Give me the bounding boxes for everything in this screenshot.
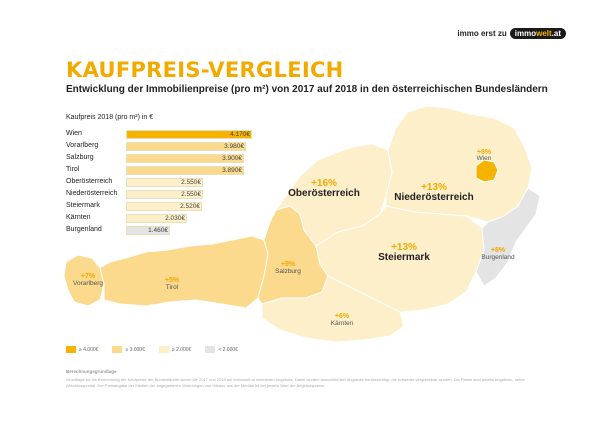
bar-row: Niederösterreich 2.550€ xyxy=(66,189,256,201)
bar-value-label: 3.980€ xyxy=(224,143,244,150)
notes-text: Grundlage für die Berechnung der Kaufpre… xyxy=(66,377,525,388)
bar xyxy=(126,154,244,163)
bar-value-label: 1.460€ xyxy=(148,227,168,234)
bar-value-label: 2.550€ xyxy=(181,191,201,198)
bar-category-label: Burgenland xyxy=(66,226,102,233)
legend-label: ≥ 3.000€ xyxy=(125,346,145,353)
bar-category-label: Niederösterreich xyxy=(66,190,118,197)
legend-swatch xyxy=(66,346,76,353)
bar-category-label: Tirol xyxy=(66,166,80,173)
region-change-label: +8% xyxy=(477,149,492,156)
bar-value-label: 3.890€ xyxy=(222,167,242,174)
bar-value-label: 3.900€ xyxy=(222,155,242,162)
region-name-label: Niederösterreich xyxy=(394,192,473,203)
region-change-label: +8% xyxy=(491,247,506,254)
bar xyxy=(126,178,203,187)
page-title: KAUFPREIS-VERGLEICH xyxy=(66,58,344,82)
bar-category-label: Steiermark xyxy=(66,202,100,209)
legend-swatch xyxy=(205,346,216,353)
region-wien xyxy=(475,159,499,183)
region-name-label: Steiermark xyxy=(378,252,430,263)
legend: ≥ 4.000€ ≥ 3.000€ ≥ 2.000€ < 2.000€ xyxy=(66,346,238,353)
bar-row: Kärnten 2.030€ xyxy=(66,213,256,225)
page-subtitle: Entwicklung der Immobilienpreise (pro m²… xyxy=(66,84,548,95)
region-burgenland xyxy=(475,187,541,287)
legend-swatch xyxy=(112,346,123,353)
brand-pill: immowelt.at xyxy=(509,28,566,39)
region-kaernten xyxy=(261,275,405,343)
brand-pill-b: welt xyxy=(536,29,552,38)
bar-row: Oberösterreich 2.550€ xyxy=(66,177,256,189)
bar xyxy=(126,190,203,199)
region-change-label: +5% xyxy=(165,277,180,284)
bar-value-label: 4.170€ xyxy=(230,131,250,138)
region-name-label: Vorarlberg xyxy=(73,280,103,287)
bar-value-label: 2.550€ xyxy=(181,179,201,186)
bar-category-label: Salzburg xyxy=(66,154,94,161)
bar-value-label: 2.030€ xyxy=(165,215,185,222)
legend-item: ≥ 3.000€ xyxy=(112,346,145,353)
legend-item: ≥ 2.000€ xyxy=(158,346,192,353)
brand-pill-a: immo xyxy=(514,29,537,38)
region-vorarlberg xyxy=(63,254,105,307)
bar xyxy=(126,166,244,175)
bar xyxy=(126,202,202,211)
region-change-label: +6% xyxy=(335,313,350,320)
brand-pill-c: .at xyxy=(551,29,561,38)
bar-row: Salzburg 3.900€ xyxy=(66,153,256,165)
legend-label: ≥ 2.000€ xyxy=(171,346,192,353)
region-name-label: Salzburg xyxy=(275,268,301,275)
bar-category-label: Oberösterreich xyxy=(66,178,113,185)
bar-value-label: 2.520€ xyxy=(180,203,200,210)
region-name-label: Wien xyxy=(477,155,492,162)
bar xyxy=(126,226,170,235)
region-change-label: +13% xyxy=(391,242,417,253)
legend-item: < 2.000€ xyxy=(205,346,238,353)
notes-title: Berechnungsgrundlage xyxy=(66,369,117,374)
region-name-label: Oberösterreich xyxy=(288,188,360,199)
price-bar-chart: Wien 4.170€ Vorarlberg 3.980€ Salzburg 3.900€… xyxy=(66,129,256,237)
region-name-label: Kärnten xyxy=(331,320,354,327)
region-name-label: Tirol xyxy=(166,284,179,291)
bar xyxy=(126,130,252,139)
region-change-label: +9% xyxy=(281,261,296,268)
bar xyxy=(126,142,246,151)
brand-prefix: immo erst zu xyxy=(457,29,507,38)
region-change-label: +13% xyxy=(421,182,447,193)
region-change-label: +16% xyxy=(311,178,337,189)
bar-row: Tirol 3.890€ xyxy=(66,165,256,177)
brand-logo: immo erst zu immowelt.at xyxy=(457,28,566,39)
bar-row: Wien 4.170€ xyxy=(66,129,256,141)
chart-title: Kaufpreis 2018 (pro m²) in € xyxy=(66,114,154,121)
bar-category-label: Kärnten xyxy=(66,214,91,221)
legend-label: < 2.000€ xyxy=(218,346,238,353)
bar-category-label: Vorarlberg xyxy=(66,142,99,149)
bar-category-label: Wien xyxy=(66,130,82,137)
legend-swatch xyxy=(158,346,169,353)
region-name-label: Burgenland xyxy=(481,254,515,261)
bar xyxy=(126,214,187,223)
legend-label: ≥ 4.000€ xyxy=(79,346,99,353)
bar-row: Steiermark 2.520€ xyxy=(66,201,256,213)
legend-item: ≥ 4.000€ xyxy=(66,346,98,353)
bar-row: Burgenland 1.460€ xyxy=(66,225,256,237)
region-change-label: +7% xyxy=(81,273,96,280)
bar-row: Vorarlberg 3.980€ xyxy=(66,141,256,153)
